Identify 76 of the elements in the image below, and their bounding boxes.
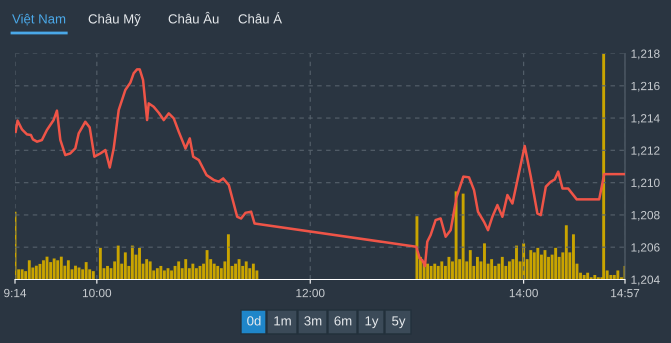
bar: [602, 54, 606, 280]
bar: [226, 234, 230, 280]
bar: [616, 270, 620, 280]
bar: [490, 259, 494, 280]
bar: [138, 248, 141, 280]
bar: [20, 269, 24, 280]
bar: [166, 268, 170, 280]
x-tick-label: 14:57: [611, 288, 640, 298]
bar: [252, 264, 255, 280]
bar: [448, 256, 450, 280]
bar: [148, 261, 152, 280]
x-tick-label: 10:00: [82, 288, 112, 298]
y-tick-label: 1,212: [631, 146, 660, 156]
bar: [238, 259, 241, 280]
bar: [206, 250, 208, 280]
bar: [564, 225, 568, 280]
bar: [162, 270, 166, 280]
bar: [156, 268, 159, 280]
bar: [92, 271, 95, 280]
bar: [56, 260, 60, 280]
text: 1y: [366, 316, 378, 328]
text: 6m: [334, 316, 352, 326]
bar: [554, 248, 558, 280]
bar: [130, 246, 134, 280]
bar: [78, 268, 80, 280]
text: Việt Nam: [12, 14, 66, 26]
x-tick-label: 12:00: [296, 288, 325, 298]
y-tick-label: 1,210: [631, 178, 660, 188]
bar: [536, 248, 540, 280]
bar: [34, 266, 38, 280]
text: 3m: [304, 316, 322, 326]
bar: [145, 259, 148, 280]
text: 0d: [247, 316, 260, 326]
bar: [612, 274, 616, 280]
bar: [52, 258, 56, 280]
bar: [174, 266, 176, 280]
bar: [586, 272, 590, 280]
bar: [476, 256, 479, 280]
text: 1m: [274, 316, 291, 326]
bar: [544, 250, 546, 280]
y-tick-label: 1,206: [631, 243, 660, 254]
bar: [84, 262, 88, 280]
bar: [98, 248, 102, 280]
y-tick-label: 1,216: [631, 82, 660, 92]
bar: [124, 252, 127, 280]
bar: [426, 264, 430, 280]
text: Châu Mỹ: [88, 14, 141, 26]
bar: [572, 234, 575, 280]
bar: [483, 243, 486, 280]
bar: [198, 266, 202, 280]
bar: [508, 261, 511, 280]
bar: [106, 266, 109, 280]
y-tick-label: 1,214: [631, 114, 660, 124]
bar: [177, 261, 180, 280]
bar: [191, 264, 194, 280]
bar: [42, 260, 45, 280]
bar: [170, 270, 173, 280]
bar: [116, 246, 120, 280]
bar: [515, 246, 518, 280]
text: Châu Âu: [168, 12, 218, 24]
x-tick-label: 9:14: [4, 288, 26, 298]
bar: [74, 266, 77, 280]
bar: [66, 260, 70, 280]
bar: [430, 266, 433, 280]
x-tick-label: 14:00: [510, 288, 538, 298]
bar: [582, 274, 586, 280]
y-tick-label: 1,204: [631, 276, 660, 286]
text: Châu Á: [238, 12, 282, 24]
bar: [462, 194, 465, 280]
bar: [46, 256, 48, 280]
bar: [159, 266, 162, 280]
y-tick-label: 1,208: [631, 210, 660, 221]
bar: [415, 216, 418, 280]
y-tick-label: 1,218: [631, 50, 660, 60]
bar: [38, 264, 42, 280]
text: 5y: [392, 316, 406, 328]
